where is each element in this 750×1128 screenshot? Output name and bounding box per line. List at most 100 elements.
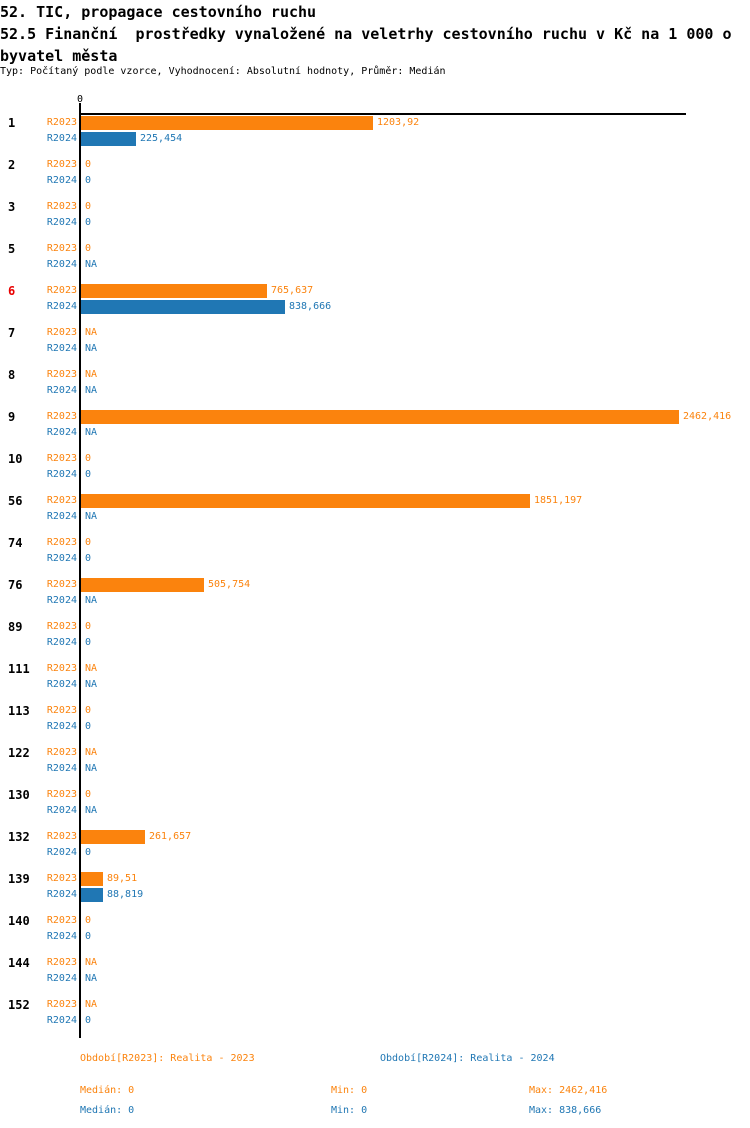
value-label-r2024: NA bbox=[85, 679, 98, 690]
value-label-r2024: 0 bbox=[85, 847, 92, 858]
value-label-r2024: NA bbox=[85, 805, 98, 816]
value-label-r2024: NA bbox=[85, 973, 98, 984]
value-label-r2023: NA bbox=[85, 747, 98, 758]
value-label-r2023: 2462,416 bbox=[683, 411, 732, 422]
value-label-r2023: NA bbox=[85, 327, 98, 338]
series-label-r2023: R2023 bbox=[46, 243, 77, 254]
value-label-r2023: 0 bbox=[85, 915, 92, 926]
series-label-r2023: R2023 bbox=[46, 327, 77, 338]
stat-r2023-min: Min: 0 bbox=[331, 1085, 368, 1096]
legend-r2024: Období[R2024]: Realita - 2024 bbox=[380, 1053, 555, 1064]
category-label: 3 bbox=[8, 200, 16, 214]
bar-r2023 bbox=[81, 830, 145, 844]
series-label-r2024: R2024 bbox=[46, 763, 77, 774]
series-label-r2023: R2023 bbox=[46, 537, 77, 548]
x-axis-line bbox=[80, 113, 686, 115]
value-label-r2024: 0 bbox=[85, 637, 92, 648]
value-label-r2023: 1851,197 bbox=[534, 495, 583, 506]
series-label-r2023: R2023 bbox=[46, 495, 77, 506]
bar-r2023 bbox=[81, 872, 103, 886]
series-label-r2023: R2023 bbox=[46, 579, 77, 590]
series-label-r2023: R2023 bbox=[46, 915, 77, 926]
stat-r2023-max: Max: 2462,416 bbox=[529, 1085, 608, 1096]
series-label-r2024: R2024 bbox=[46, 217, 77, 228]
value-label-r2023: NA bbox=[85, 999, 98, 1010]
value-label-r2024: 0 bbox=[85, 217, 92, 228]
series-label-r2023: R2023 bbox=[46, 873, 77, 884]
bar-r2023 bbox=[81, 116, 373, 130]
value-label-r2023: 89,51 bbox=[107, 873, 138, 884]
category-label: 113 bbox=[8, 704, 30, 718]
series-label-r2024: R2024 bbox=[46, 637, 77, 648]
value-label-r2024: NA bbox=[85, 385, 98, 396]
series-label-r2023: R2023 bbox=[46, 411, 77, 422]
series-label-r2024: R2024 bbox=[46, 1015, 77, 1026]
x-axis-tick-zero-label: 0 bbox=[76, 94, 84, 105]
chart-meta-info: Typ: Počítaný podle vzorce, Vyhodnocení:… bbox=[0, 66, 446, 77]
category-label: 9 bbox=[8, 410, 16, 424]
value-label-r2024: 225,454 bbox=[140, 133, 183, 144]
series-label-r2024: R2024 bbox=[46, 469, 77, 480]
value-label-r2023: 0 bbox=[85, 243, 92, 254]
value-label-r2023: 0 bbox=[85, 453, 92, 464]
value-label-r2023: 1203,92 bbox=[377, 117, 420, 128]
series-label-r2024: R2024 bbox=[46, 133, 77, 144]
value-label-r2024: 0 bbox=[85, 931, 92, 942]
page-subtitle-line1: 52.5 Finanční prostředky vynaložené na v… bbox=[0, 25, 732, 43]
bar-r2024 bbox=[81, 132, 136, 146]
value-label-r2024: NA bbox=[85, 763, 98, 774]
value-label-r2024: 838,666 bbox=[289, 301, 332, 312]
value-label-r2024: NA bbox=[85, 595, 98, 606]
value-label-r2023: NA bbox=[85, 663, 98, 674]
value-label-r2024: 0 bbox=[85, 469, 92, 480]
series-label-r2023: R2023 bbox=[46, 117, 77, 128]
value-label-r2024: NA bbox=[85, 511, 98, 522]
series-label-r2024: R2024 bbox=[46, 511, 77, 522]
value-label-r2023: 765,637 bbox=[271, 285, 314, 296]
category-label: 130 bbox=[8, 788, 30, 802]
bar-r2024 bbox=[81, 300, 285, 314]
value-label-r2024: NA bbox=[85, 427, 98, 438]
value-label-r2024: 88,819 bbox=[107, 889, 144, 900]
value-label-r2023: 261,657 bbox=[149, 831, 192, 842]
value-label-r2023: NA bbox=[85, 957, 98, 968]
value-label-r2023: 0 bbox=[85, 159, 92, 170]
bar-r2024 bbox=[81, 888, 103, 902]
category-label: 10 bbox=[8, 452, 23, 466]
page-title: 52. TIC, propagace cestovního ruchu bbox=[0, 3, 317, 21]
value-label-r2024: NA bbox=[85, 259, 98, 270]
category-label: 122 bbox=[8, 746, 30, 760]
value-label-r2023: 0 bbox=[85, 705, 92, 716]
series-label-r2024: R2024 bbox=[46, 889, 77, 900]
category-label: 6 bbox=[8, 284, 16, 298]
series-label-r2023: R2023 bbox=[46, 285, 77, 296]
category-label: 132 bbox=[8, 830, 30, 844]
value-label-r2023: 0 bbox=[85, 621, 92, 632]
series-label-r2023: R2023 bbox=[46, 957, 77, 968]
value-label-r2024: 0 bbox=[85, 175, 92, 186]
series-label-r2024: R2024 bbox=[46, 679, 77, 690]
series-label-r2023: R2023 bbox=[46, 999, 77, 1010]
bar-r2023 bbox=[81, 410, 679, 424]
category-label: 152 bbox=[8, 998, 30, 1012]
category-label: 8 bbox=[8, 368, 16, 382]
series-label-r2023: R2023 bbox=[46, 789, 77, 800]
value-label-r2023: 505,754 bbox=[208, 579, 251, 590]
series-label-r2024: R2024 bbox=[46, 721, 77, 732]
series-label-r2024: R2024 bbox=[46, 427, 77, 438]
series-label-r2023: R2023 bbox=[46, 159, 77, 170]
category-label: 144 bbox=[8, 956, 30, 970]
series-label-r2024: R2024 bbox=[46, 343, 77, 354]
bar-r2023 bbox=[81, 578, 204, 592]
category-label: 5 bbox=[8, 242, 16, 256]
category-label: 140 bbox=[8, 914, 30, 928]
legend-r2023: Období[R2023]: Realita - 2023 bbox=[80, 1053, 255, 1064]
series-label-r2023: R2023 bbox=[46, 453, 77, 464]
series-label-r2024: R2024 bbox=[46, 301, 77, 312]
category-label: 2 bbox=[8, 158, 16, 172]
category-label: 89 bbox=[8, 620, 23, 634]
category-label: 1 bbox=[8, 116, 16, 130]
value-label-r2023: 0 bbox=[85, 789, 92, 800]
series-label-r2023: R2023 bbox=[46, 369, 77, 380]
